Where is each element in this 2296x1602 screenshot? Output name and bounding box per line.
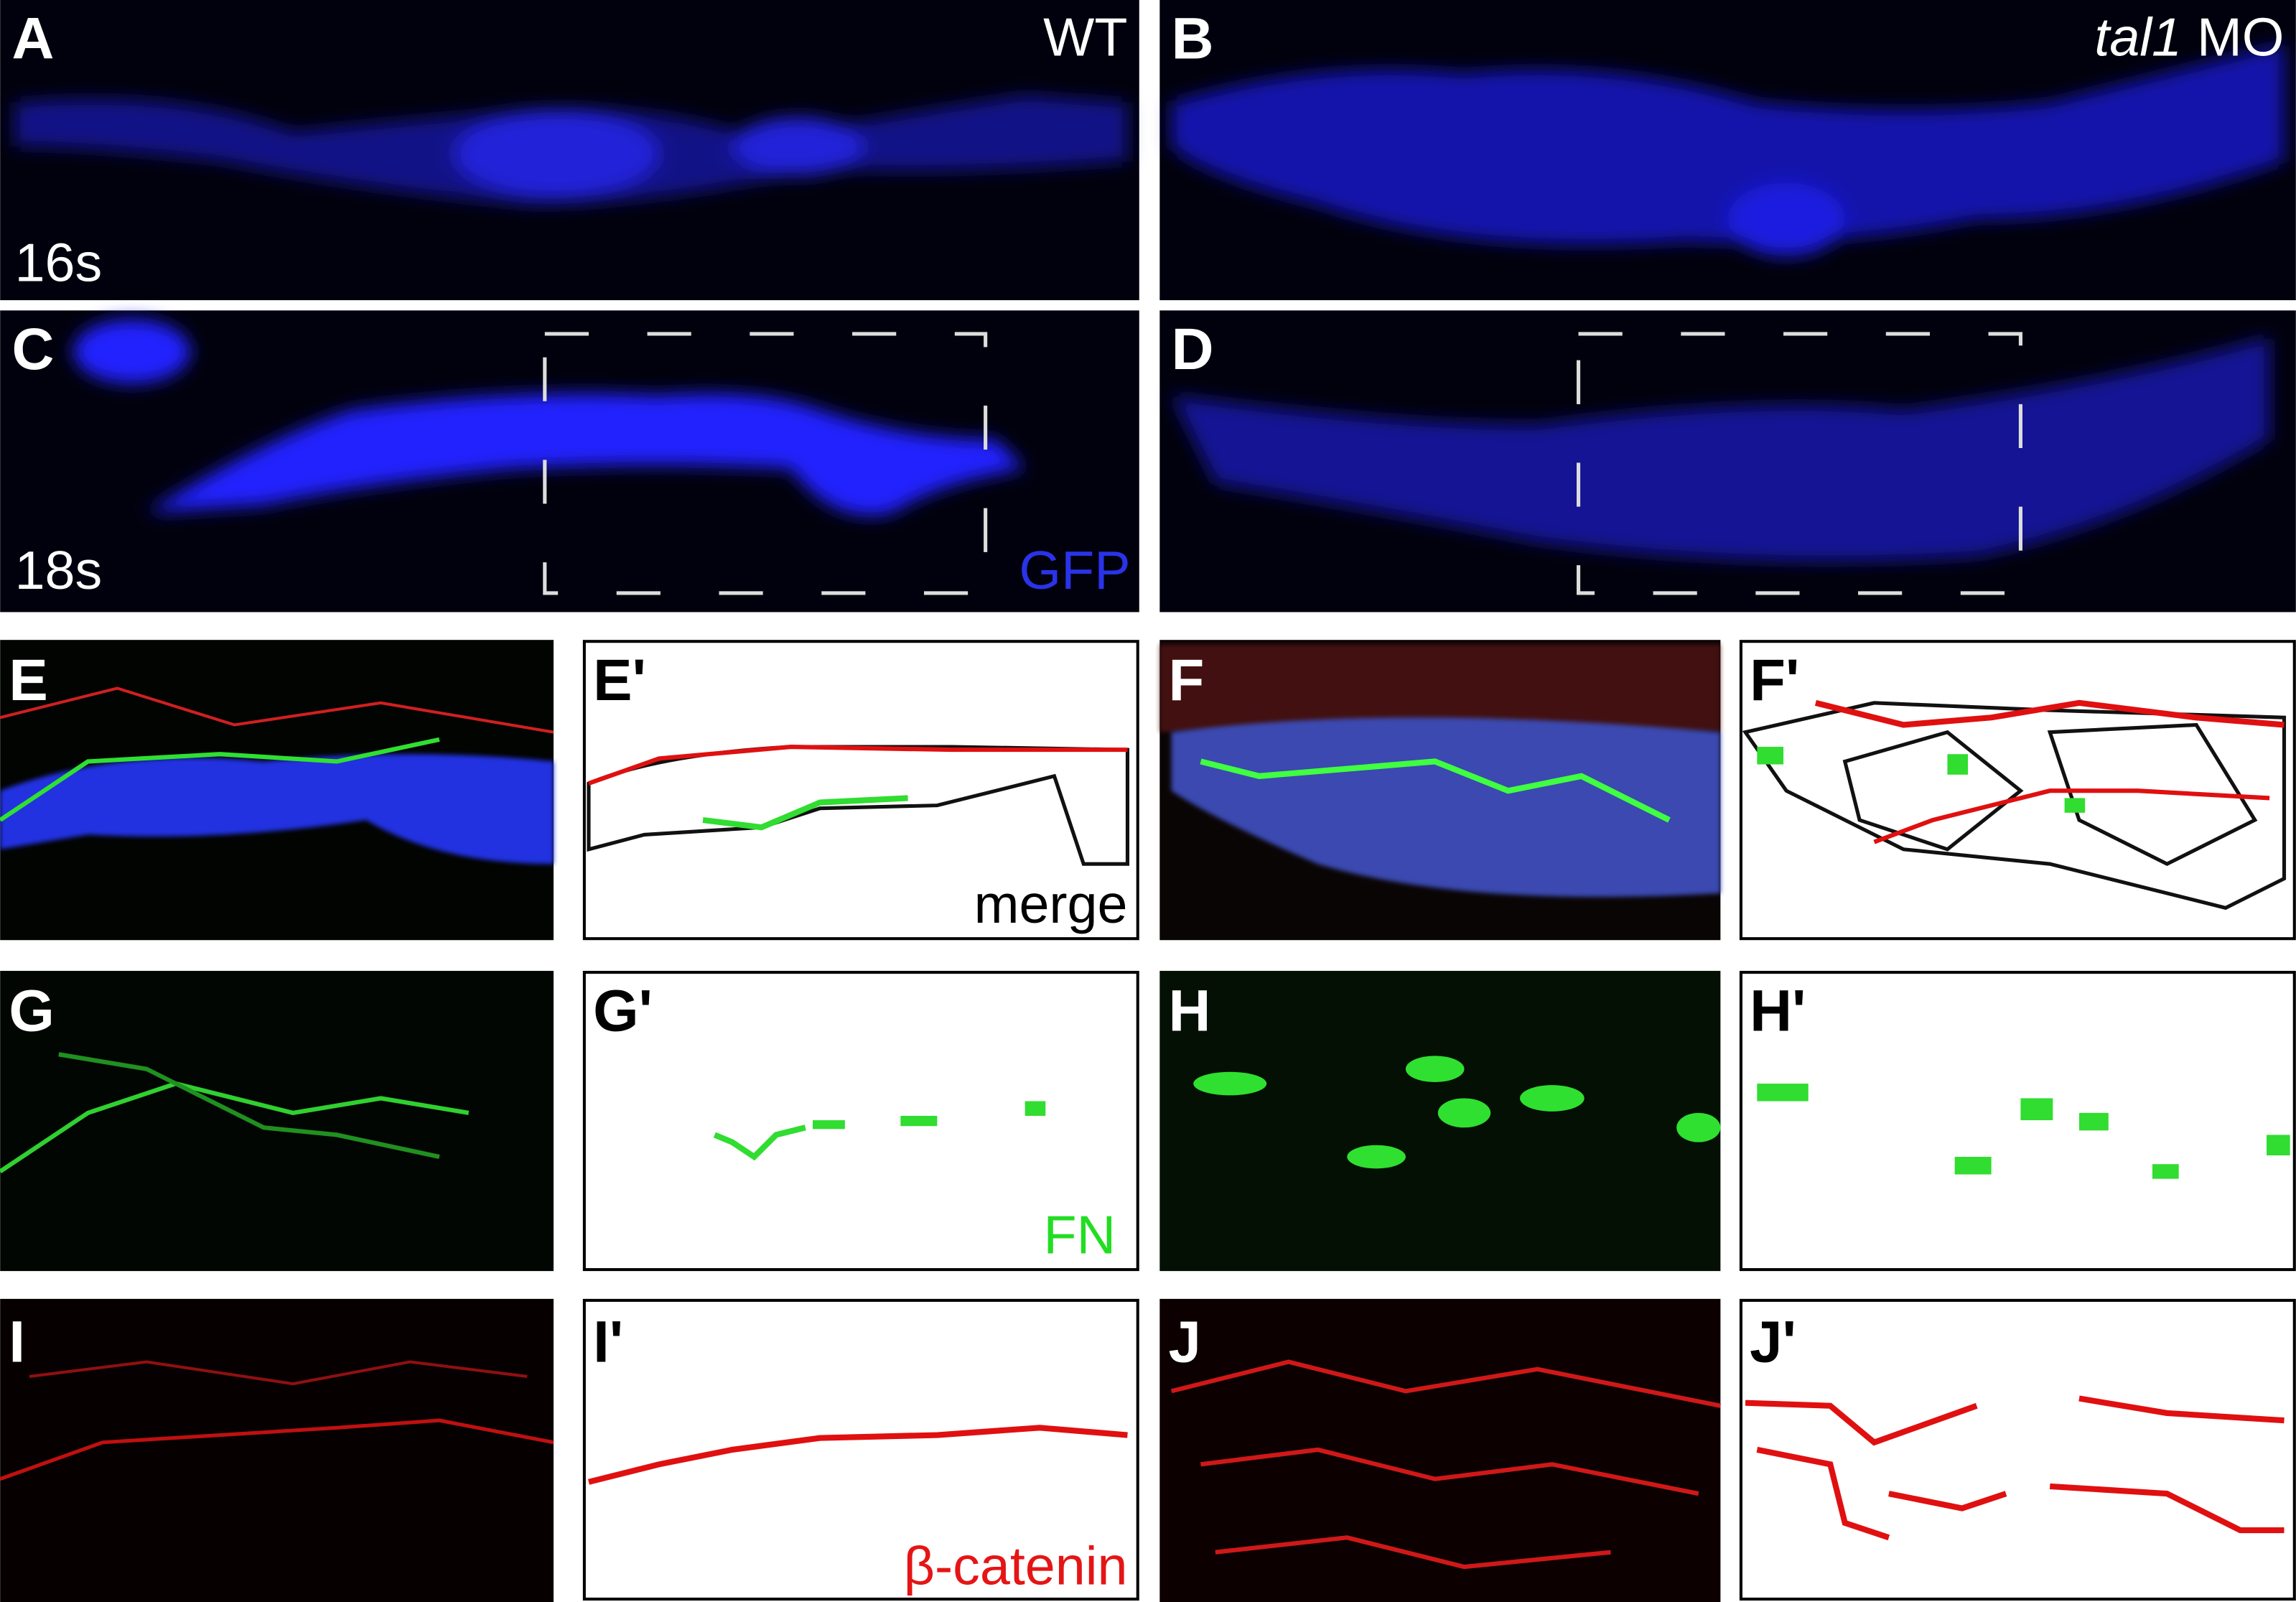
panel-i-prime: I' β-catenin (582, 1298, 1139, 1601)
panel-c: C 18s GFP (0, 310, 1139, 613)
panel-a: A WT 16s (0, 0, 1139, 301)
stain-label: merge (974, 874, 1128, 934)
panel-label: J (1169, 1310, 1201, 1375)
panel-label: I' (593, 1310, 623, 1375)
stain-label: GFP (1019, 540, 1130, 600)
stain-label: β-catenin (904, 1536, 1128, 1596)
panel-h: H (1159, 971, 1721, 1272)
condition-label: tal1 MO (2094, 6, 2284, 67)
panel-f: F (1159, 640, 1721, 941)
condition-label: WT (1043, 6, 1127, 67)
panel-label: F' (1750, 648, 1799, 713)
panel-label: E' (593, 648, 646, 713)
panel-h-prime: H' (1739, 971, 2296, 1272)
stage-label: 18s (15, 540, 103, 600)
panel-i: I (0, 1298, 554, 1602)
panel-f-prime: F' (1739, 640, 2296, 941)
panel-e-prime: E' merge (582, 640, 1139, 941)
panel-label: I (9, 1310, 25, 1375)
panel-label: E (9, 648, 47, 713)
panel-label: H (1169, 979, 1211, 1044)
panel-g: G (0, 971, 554, 1272)
stain-label: FN (1044, 1205, 1116, 1265)
panel-label: F (1169, 648, 1205, 713)
panel-b: B tal1 MO (1159, 0, 2296, 301)
panel-label: H' (1750, 979, 1806, 1044)
panel-label: G (9, 979, 54, 1044)
panel-label: B (1172, 6, 1214, 72)
panel-label: G' (593, 979, 653, 1044)
panel-label: C (11, 317, 54, 382)
panel-j-prime: J' (1739, 1298, 2296, 1601)
panel-g-prime: G G' FN (582, 971, 1139, 1272)
panel-label: J' (1750, 1310, 1796, 1375)
panel-d: D (1159, 310, 2296, 613)
panel-label: D (1172, 317, 1214, 382)
inset-box (543, 332, 988, 595)
panel-j: J (1159, 1298, 1721, 1602)
gene-name: tal1 (2094, 6, 2182, 67)
stage-label: 16s (15, 233, 103, 293)
inset-box (1577, 332, 2022, 595)
panel-label: A (11, 6, 54, 72)
condition-suffix: MO (2197, 6, 2285, 67)
panel-e: E (0, 640, 554, 941)
